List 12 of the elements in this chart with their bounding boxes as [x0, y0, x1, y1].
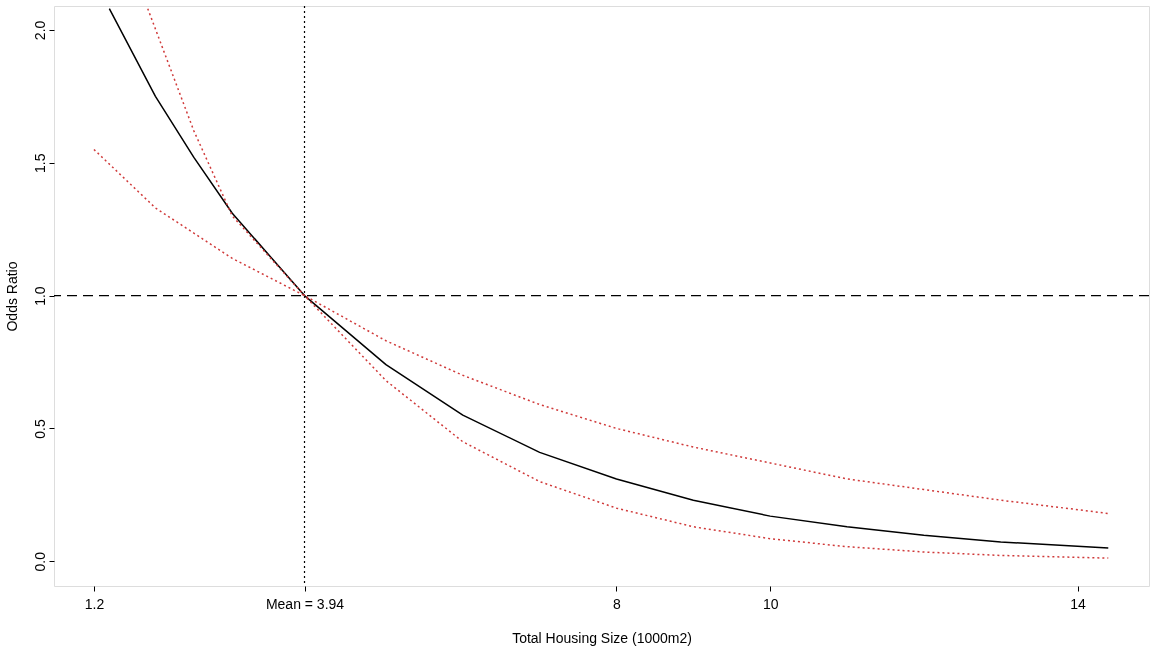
y-tick-label: 1.5: [31, 153, 48, 173]
y-tick-label: 1.0: [31, 286, 48, 306]
y-tick-label: 0.0: [31, 551, 48, 572]
x-tick-label: 10: [762, 595, 779, 612]
x-tick-label: 8: [613, 595, 622, 612]
x-tick-label: Mean = 3.94: [265, 595, 345, 612]
y-tick-label: 2.0: [31, 20, 48, 41]
x-tick-label: 14: [1070, 595, 1087, 612]
y-tick-label: 0.5: [31, 419, 48, 439]
x-axis-title: Total Housing Size (1000m2): [512, 629, 692, 646]
y-axis-title: Odds Ratio: [3, 261, 20, 332]
x-tick-label: 1.2: [84, 595, 105, 612]
